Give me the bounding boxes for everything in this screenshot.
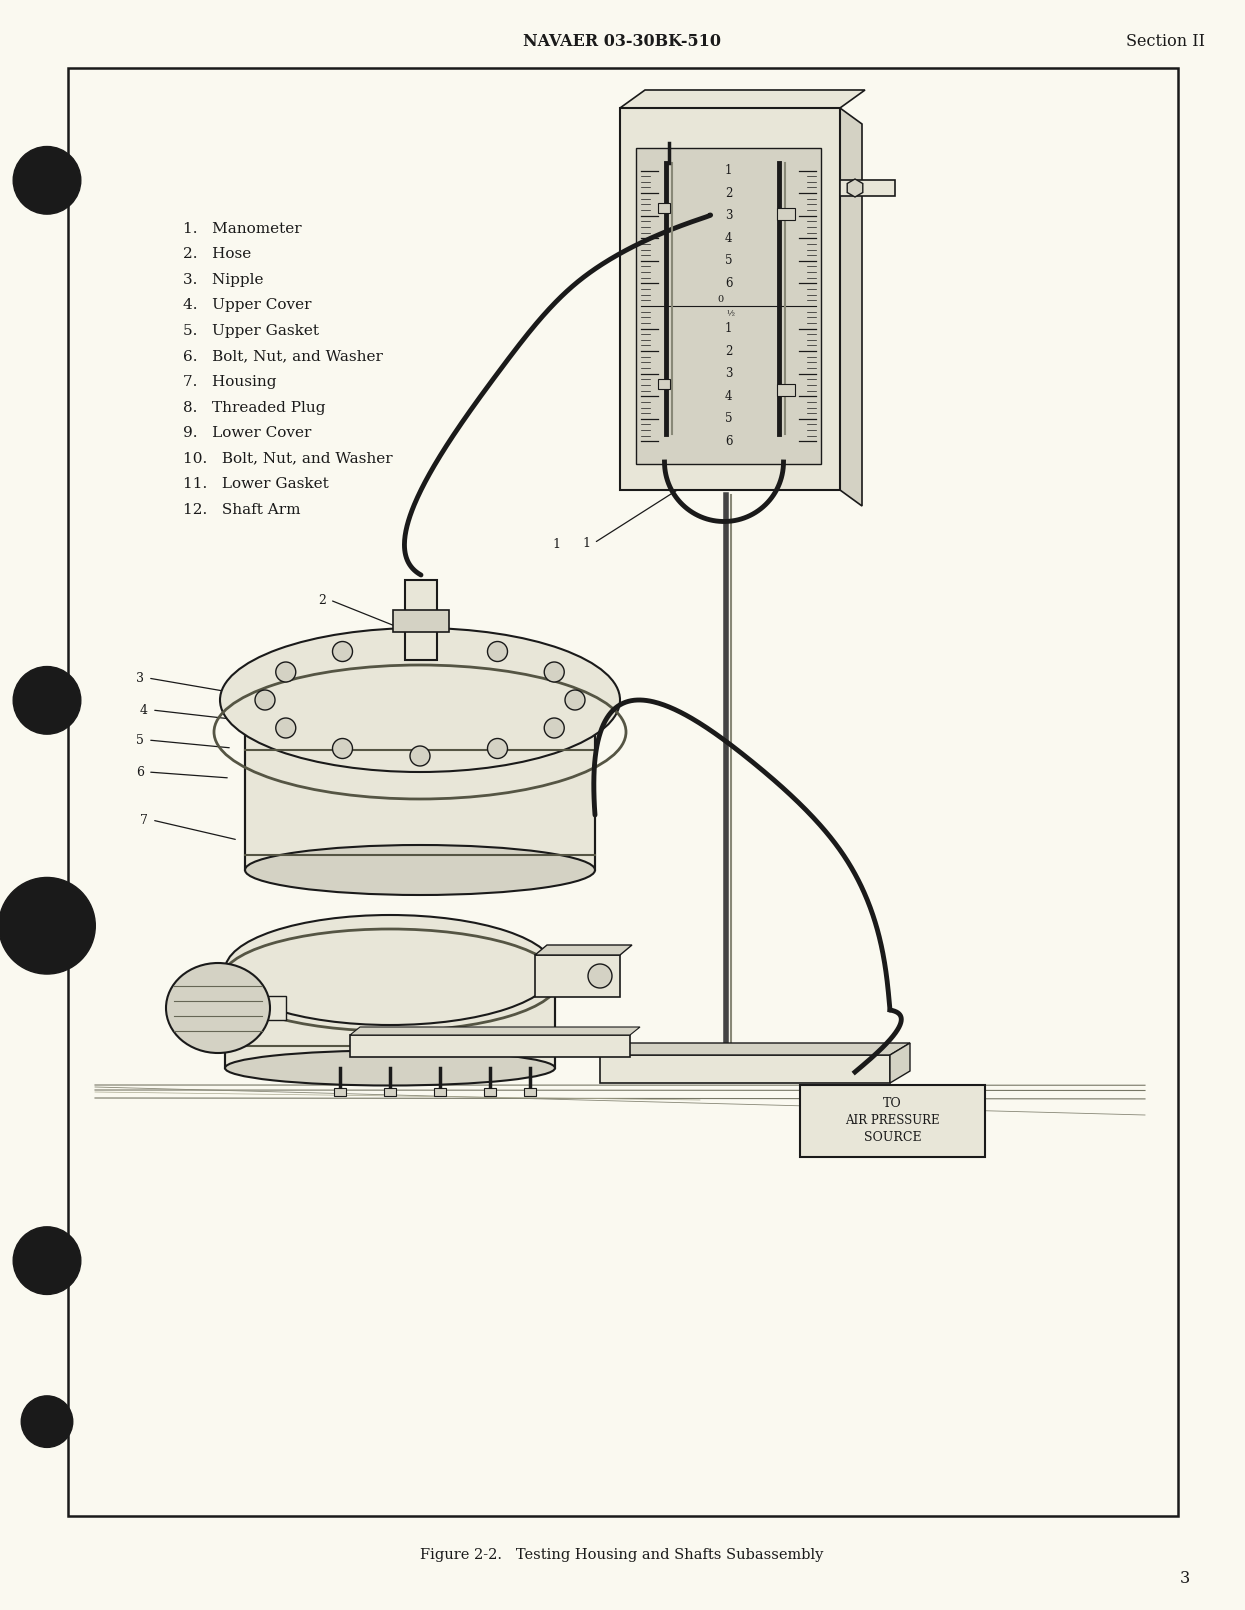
Text: 5: 5: [725, 412, 732, 425]
Text: 1: 1: [581, 536, 590, 549]
Text: 1: 1: [552, 538, 560, 551]
Ellipse shape: [220, 628, 620, 773]
Polygon shape: [535, 945, 632, 955]
Text: 4.   Upper Cover: 4. Upper Cover: [183, 298, 311, 312]
Bar: [777, 385, 796, 396]
Bar: [620, 108, 840, 489]
Circle shape: [332, 739, 352, 758]
Ellipse shape: [225, 914, 555, 1026]
Text: 11.   Lower Gasket: 11. Lower Gasket: [183, 477, 329, 491]
Text: 5: 5: [136, 734, 144, 747]
Bar: [334, 1088, 346, 1096]
Bar: [261, 997, 286, 1021]
Text: 11: 11: [425, 1046, 441, 1059]
Text: 8: 8: [276, 1046, 284, 1059]
Circle shape: [14, 1227, 81, 1294]
Text: 4: 4: [725, 232, 732, 245]
Circle shape: [544, 662, 564, 683]
Circle shape: [565, 691, 585, 710]
Ellipse shape: [225, 1050, 555, 1085]
Bar: [659, 378, 670, 390]
Circle shape: [332, 641, 352, 662]
Polygon shape: [840, 108, 862, 506]
Bar: [245, 736, 595, 869]
Circle shape: [255, 691, 275, 710]
Bar: [393, 610, 449, 633]
Polygon shape: [620, 90, 865, 108]
Text: 12.   Shaft Arm: 12. Shaft Arm: [183, 502, 300, 517]
Circle shape: [588, 964, 613, 989]
Circle shape: [0, 877, 96, 974]
Circle shape: [14, 667, 81, 734]
Text: Figure 2-2.   Testing Housing and Shafts Subassembly: Figure 2-2. Testing Housing and Shafts S…: [421, 1547, 824, 1562]
Text: 12: 12: [471, 1046, 486, 1059]
Text: 10.   Bolt, Nut, and Washer: 10. Bolt, Nut, and Washer: [183, 451, 392, 465]
Bar: [524, 1088, 537, 1096]
Bar: [383, 1088, 396, 1096]
Text: 10: 10: [378, 1046, 393, 1059]
Text: 2: 2: [725, 345, 732, 357]
Text: 1: 1: [725, 164, 732, 177]
Bar: [225, 980, 555, 1067]
Bar: [840, 180, 895, 196]
Circle shape: [275, 662, 296, 683]
Bar: [636, 148, 820, 464]
Text: 3: 3: [1180, 1570, 1190, 1586]
Text: 2: 2: [319, 594, 326, 607]
Bar: [600, 1055, 890, 1084]
Polygon shape: [890, 1043, 910, 1084]
Text: NAVAER 03-30BK-510: NAVAER 03-30BK-510: [523, 34, 721, 50]
Text: 6: 6: [725, 277, 732, 290]
Circle shape: [488, 641, 508, 662]
Text: 4: 4: [725, 390, 732, 402]
Text: 7: 7: [141, 813, 148, 826]
Text: 3: 3: [725, 209, 732, 222]
Bar: [801, 1085, 985, 1158]
Bar: [405, 580, 437, 660]
Text: 1: 1: [725, 322, 732, 335]
Circle shape: [410, 634, 430, 654]
Bar: [777, 208, 796, 221]
Text: 9.   Lower Cover: 9. Lower Cover: [183, 427, 311, 440]
Text: 6: 6: [136, 765, 144, 779]
Text: Section II: Section II: [1125, 34, 1204, 50]
Bar: [659, 203, 670, 213]
Text: ½: ½: [726, 311, 735, 319]
Circle shape: [275, 718, 296, 737]
Polygon shape: [350, 1027, 640, 1035]
Text: 3: 3: [725, 367, 732, 380]
Text: TO: TO: [883, 1096, 901, 1109]
Text: 9: 9: [336, 1048, 344, 1061]
Bar: [535, 955, 620, 997]
Ellipse shape: [245, 845, 595, 895]
Text: 2.   Hose: 2. Hose: [183, 248, 251, 261]
Polygon shape: [600, 1043, 910, 1055]
Circle shape: [14, 147, 81, 214]
Bar: [435, 1088, 446, 1096]
Text: 7.   Housing: 7. Housing: [183, 375, 276, 390]
Text: 3: 3: [136, 671, 144, 684]
Polygon shape: [847, 179, 863, 196]
Text: 5.   Upper Gasket: 5. Upper Gasket: [183, 324, 319, 338]
Circle shape: [410, 745, 430, 766]
Circle shape: [488, 739, 508, 758]
Bar: [68, 68, 1178, 1517]
Text: 8.   Threaded Plug: 8. Threaded Plug: [183, 401, 325, 414]
Text: 0: 0: [717, 296, 723, 304]
Text: 5: 5: [725, 254, 732, 267]
Circle shape: [544, 718, 564, 737]
Text: 2: 2: [725, 187, 732, 200]
Ellipse shape: [166, 963, 270, 1053]
Bar: [350, 1035, 630, 1058]
Bar: [484, 1088, 496, 1096]
Text: 6: 6: [725, 435, 732, 448]
Circle shape: [21, 1396, 72, 1447]
Text: SOURCE: SOURCE: [864, 1130, 921, 1143]
Text: 1.   Manometer: 1. Manometer: [183, 222, 301, 237]
Text: 4: 4: [139, 704, 148, 716]
Text: 6.   Bolt, Nut, and Washer: 6. Bolt, Nut, and Washer: [183, 349, 383, 364]
Text: 3.   Nipple: 3. Nipple: [183, 274, 264, 287]
Text: AIR PRESSURE: AIR PRESSURE: [845, 1114, 940, 1127]
